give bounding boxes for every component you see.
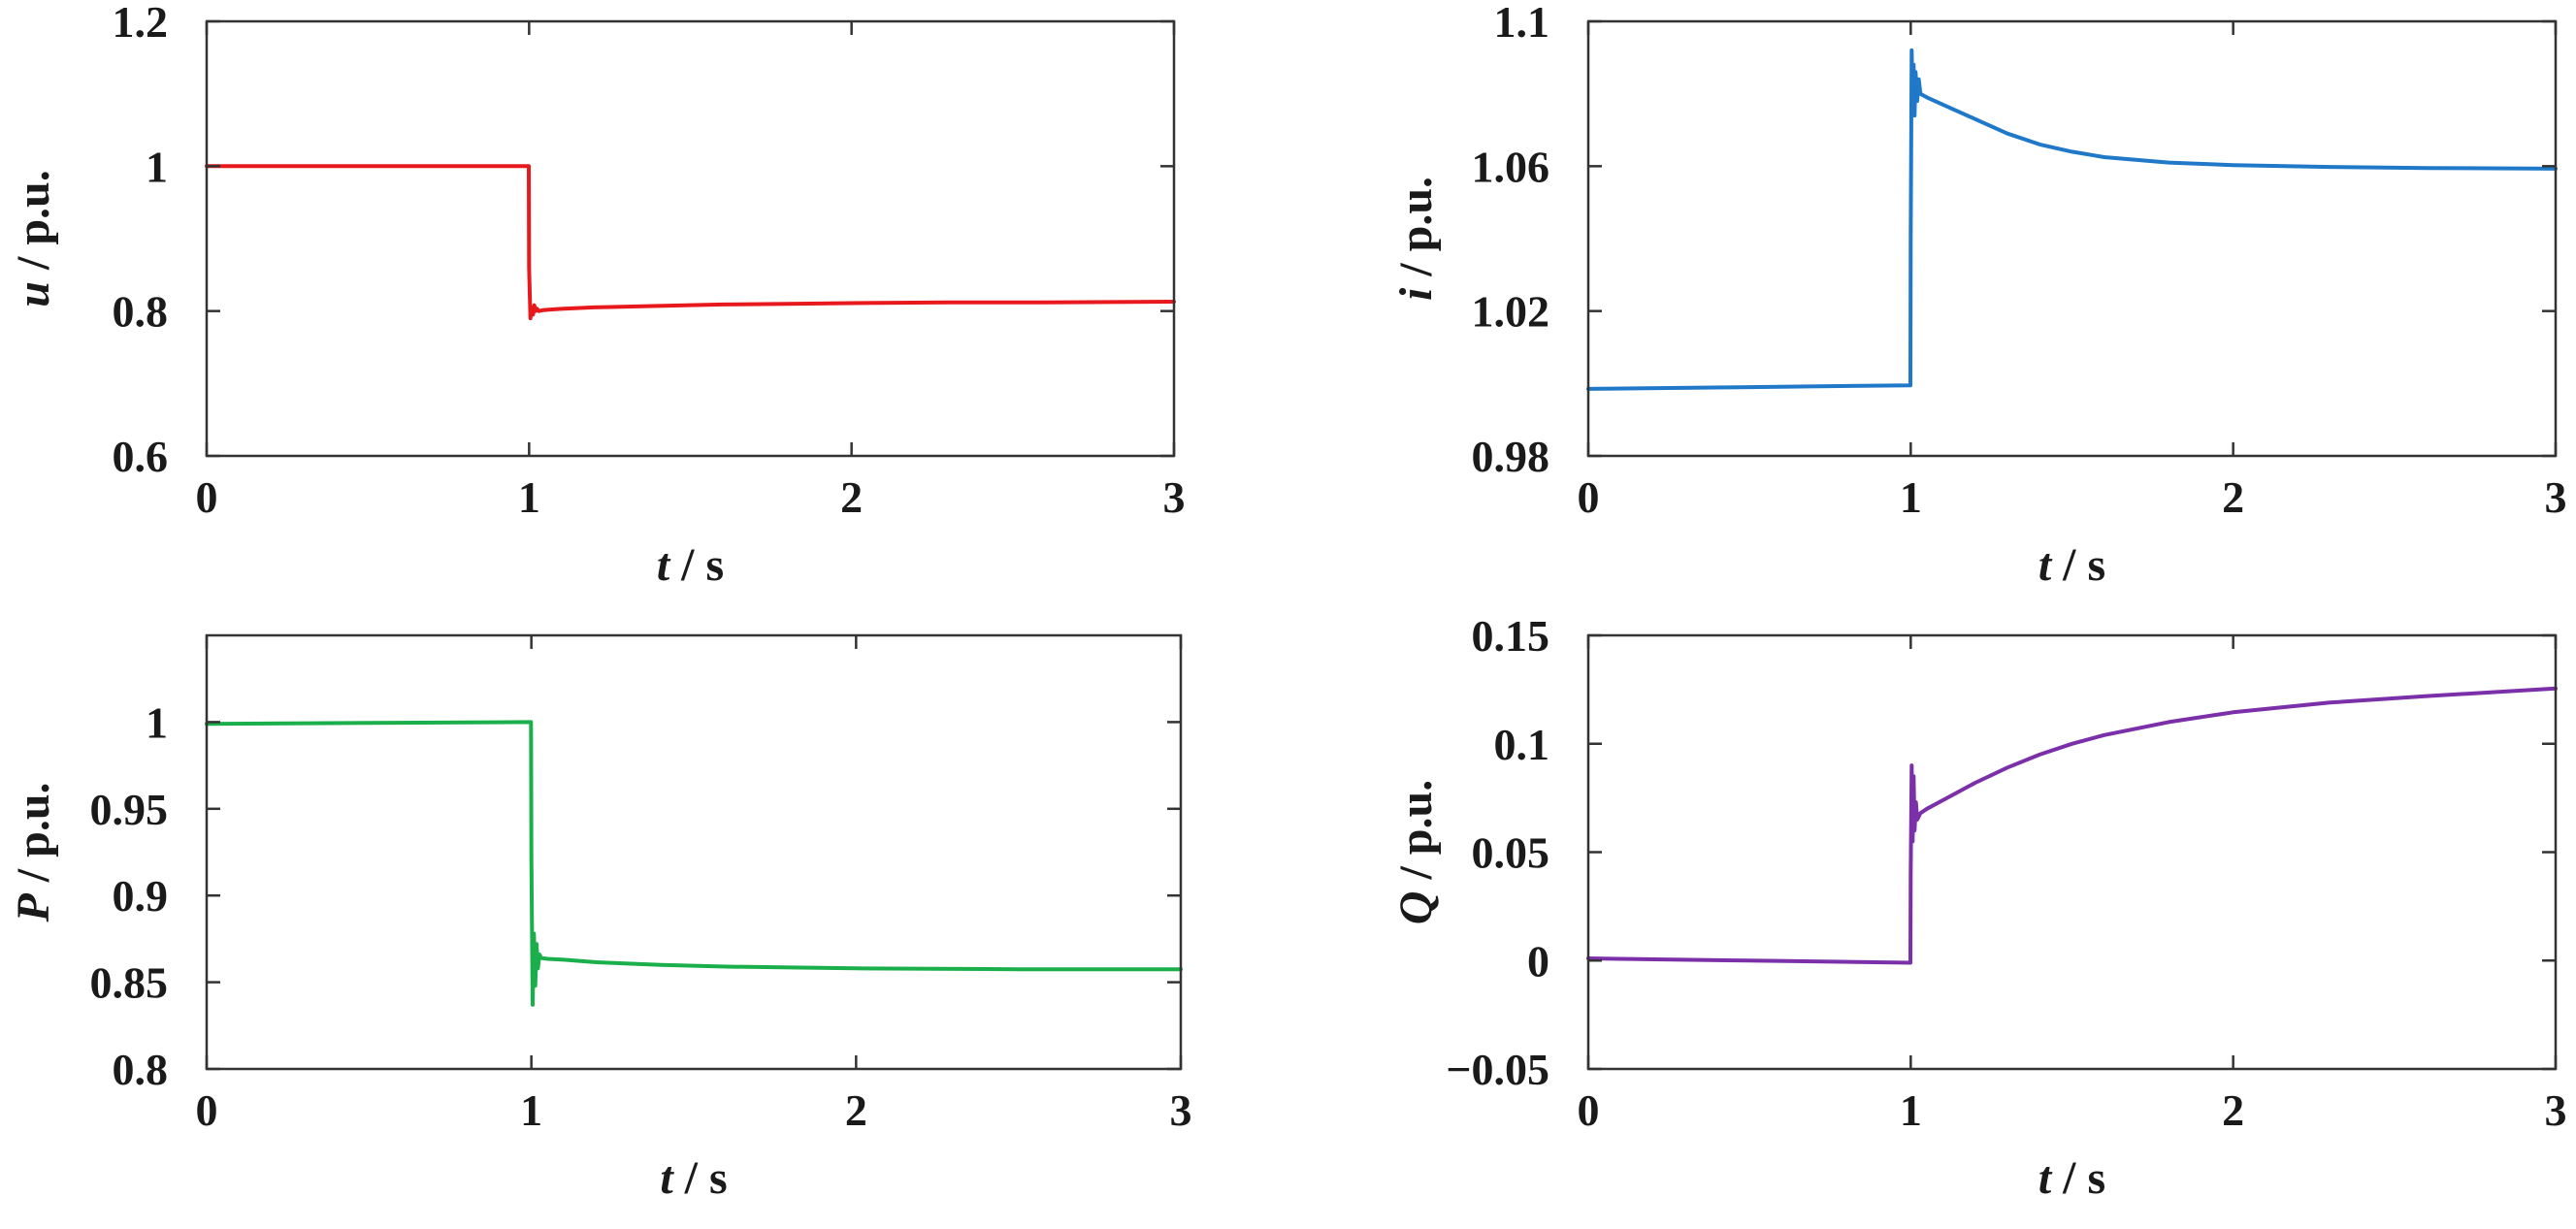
chart-reactive-power: 0 1 2 3 −0.05 0 0.05 0.1 0.15 t / s Q / p.u.: [1390, 611, 2567, 1204]
active-power-y-axis-label: P / p.u.: [8, 782, 59, 922]
chart-active-power: 0 1 2 3 0.8 0.85 0.9 0.95 1 t / s P / p.u.: [8, 633, 1192, 1204]
voltage-y-axis-label: u / p.u.: [8, 170, 59, 307]
active-power-x-tick-label: 0: [196, 1085, 218, 1135]
reactive-power-y-tick-label: 0: [1527, 936, 1549, 986]
voltage-x-tick-label: 0: [196, 472, 218, 522]
active-power-x-tick-label: 2: [845, 1085, 867, 1135]
active-power-y-tick-label: 0.95: [90, 785, 169, 834]
current-y-axis-label: i / p.u.: [1390, 177, 1442, 301]
reactive-power-y-tick-label: 0.15: [1472, 611, 1550, 661]
active-power-plot-frame: [205, 633, 1183, 1071]
active-power-y-tick-label: 1: [146, 697, 168, 747]
active-power-series-line: [205, 720, 1183, 1007]
voltage-y-tick-label: 1: [146, 142, 168, 191]
reactive-power-y-axis-label: Q / p.u.: [1390, 780, 1442, 924]
chart-current: 0 1 2 3 0.98 1.02 1.06 1.1 t / s i / p.u.: [1390, 0, 2567, 591]
active-power-x-tick-label: 3: [1170, 1085, 1192, 1135]
reactive-power-x-tick-label: 2: [2222, 1085, 2244, 1135]
active-power-y-tick-label: 0.9: [113, 871, 169, 921]
current-plot-frame: [1586, 19, 2558, 458]
current-y-tick-label: 1.06: [1472, 142, 1550, 191]
current-series-line: [1586, 48, 2558, 391]
current-x-tick-label: 1: [1900, 472, 1922, 522]
reactive-power-y-tick-label: 0.1: [1494, 720, 1550, 769]
reactive-power-x-tick-label: 1: [1900, 1085, 1922, 1135]
voltage-y-tick-label: 0.8: [113, 287, 169, 337]
current-x-tick-label: 0: [1578, 472, 1600, 522]
reactive-power-series-line: [1586, 686, 2558, 965]
current-y-tick-label: 1.02: [1472, 287, 1550, 337]
reactive-power-x-tick-label: 3: [2545, 1085, 2567, 1135]
current-y-tick-label: 1.1: [1494, 0, 1550, 47]
voltage-plot-frame: [205, 19, 1176, 458]
active-power-y-tick-label: 0.8: [113, 1045, 169, 1094]
voltage-series-line: [205, 164, 1176, 321]
current-x-axis-label: t / s: [2038, 539, 2105, 591]
reactive-power-y-tick-label: 0.05: [1472, 828, 1550, 878]
voltage-y-tick-label: 0.6: [113, 432, 169, 481]
current-y-tick-label: 0.98: [1472, 432, 1550, 481]
current-x-tick-label: 3: [2545, 472, 2567, 522]
voltage-y-tick-label: 1.2: [113, 0, 169, 47]
voltage-x-tick-label: 3: [1163, 472, 1186, 522]
chart-voltage: 0 1 2 3 0.6 0.8 1 1.2 t / s u / p.u.: [8, 0, 1186, 591]
active-power-y-tick-label: 0.85: [90, 958, 169, 1008]
voltage-x-axis-label: t / s: [657, 539, 724, 591]
voltage-x-tick-label: 1: [518, 472, 540, 522]
reactive-power-x-tick-label: 0: [1578, 1085, 1600, 1135]
active-power-x-tick-label: 1: [520, 1085, 542, 1135]
reactive-power-plot-frame: [1586, 633, 2558, 1071]
reactive-power-x-axis-label: t / s: [2038, 1152, 2105, 1204]
voltage-x-tick-label: 2: [840, 472, 863, 522]
current-x-tick-label: 2: [2222, 472, 2244, 522]
active-power-x-axis-label: t / s: [660, 1152, 727, 1204]
reactive-power-y-tick-label: −0.05: [1446, 1045, 1549, 1094]
